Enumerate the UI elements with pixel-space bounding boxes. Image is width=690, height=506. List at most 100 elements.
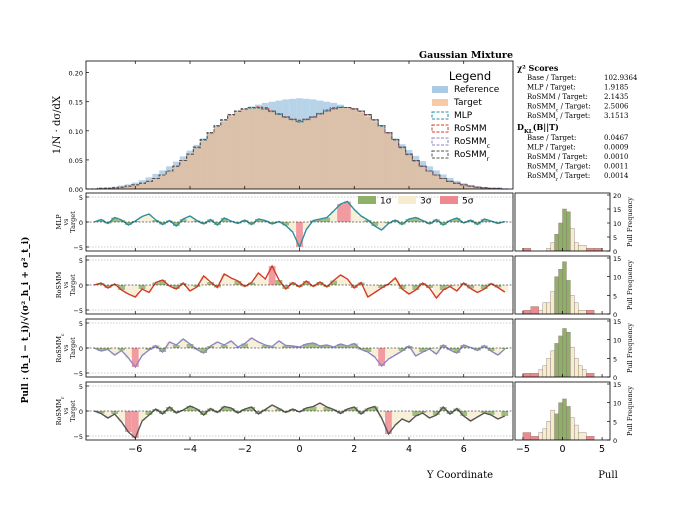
overlap-bar [309,116,317,189]
pull-bar [118,285,126,290]
pull-bar [207,282,214,285]
pull-bar [104,411,112,418]
chi2-value: 102.9364 [604,74,638,82]
y-tick-label: 5 [79,320,83,328]
pull-bar [111,348,119,355]
pull-bar [241,220,249,222]
pull-bar [118,220,126,222]
overlap-bar [296,120,303,189]
pull-bar [391,278,399,285]
pull-bar [289,346,297,348]
chi2-value: 2.5006 [604,103,629,111]
hist-x-tick-label: −5 [516,444,530,455]
pull-bar [248,222,256,225]
pull-bar [467,411,474,421]
hist-bar [562,398,567,441]
pull-bar [398,285,406,289]
pull-bar [439,285,447,290]
chi2-label: RoSMMr / Target: [527,112,590,123]
sigma-legend-label: 5σ [462,197,474,207]
hist-bar [578,432,587,441]
pull-bar [220,274,228,285]
hist-x-tick-label: 5 [599,444,605,455]
pull-bar [480,345,488,348]
hist-bar [530,306,539,315]
overlap-bar [467,186,474,189]
hist-bar [558,222,563,252]
pull-bar [371,406,379,411]
pull-bar [364,285,372,297]
legend-swatch-filled [432,99,448,106]
hist-bar [550,291,555,315]
pull-bar [248,282,256,285]
pull-bar [255,411,262,414]
pull-bar [391,220,399,222]
overlap-bar [145,181,153,189]
overlap-bar [391,139,399,189]
pull-bar [125,222,132,225]
pull-bar [125,411,132,432]
pull-bar [172,222,180,226]
hist-bar [570,295,575,315]
hist-bar [586,373,595,378]
dkl-value: 0.0009 [604,144,629,152]
pull-bar [104,348,112,350]
overlap-bar [159,175,167,189]
x-tick-label: 4 [406,444,412,455]
hist-y-tick-label: 5 [613,234,617,242]
hist-bar [522,432,532,441]
overlap-bar [138,183,146,189]
overlap-bar [179,160,187,189]
pull-bar [494,222,502,224]
pull-bar [138,216,146,222]
pull-bar [432,285,440,298]
hist-x-tick-label: 0 [559,444,565,455]
pull-bar [480,411,488,413]
pull-bar [200,348,208,353]
overlap-bar [186,154,194,189]
pull-bar [193,409,201,411]
chi2-value: 1.9185 [604,84,629,92]
pull-bar [323,345,331,348]
hist-bar [562,328,567,378]
x-tick-label: −4 [183,444,197,455]
pull-bar [302,222,310,230]
pull-bar [405,285,413,294]
pull-bar [159,411,167,414]
overlap-bar [268,111,276,189]
pull-bar [234,281,242,285]
y-tick-label: −5 [73,433,83,441]
pull-bar [439,345,447,348]
hist-bar [522,310,532,315]
dkl-title: DKL(B||T) [517,122,559,135]
legend-swatch-filled [432,86,448,93]
overlap-bar [371,121,379,189]
pull-panel-label: RoSMMvsTarget [55,271,77,298]
pull-line [93,337,506,369]
x-tick-label: 0 [296,444,302,455]
sigma-legend-swatch [358,196,376,204]
pull-bar [378,348,386,366]
chart-title: Gaussian Mixture [419,50,513,61]
pull-bar [398,222,406,225]
pull-bar [268,346,276,348]
dkl-value: 0.0467 [604,134,629,142]
dkl-label: MLP / Target: [527,144,576,152]
pull-bar [487,348,495,351]
dkl-label: RoSMMc / Target: [527,163,591,174]
overlap-bar [227,116,235,189]
overlap-bar [446,181,454,189]
overlap-bar [323,111,331,189]
hist-bar [566,211,571,252]
pull-bar [371,222,379,226]
pull-bar [296,222,303,247]
pull-bar [172,411,180,413]
pull-bar [412,348,420,356]
pull-bar [302,408,310,411]
pull-bar [337,344,344,348]
hist-bar [582,369,587,378]
pull-bar [97,283,105,285]
pull-bar [234,411,242,413]
hist-y-tick-label: 20 [613,192,621,200]
pull-bar [111,217,119,222]
